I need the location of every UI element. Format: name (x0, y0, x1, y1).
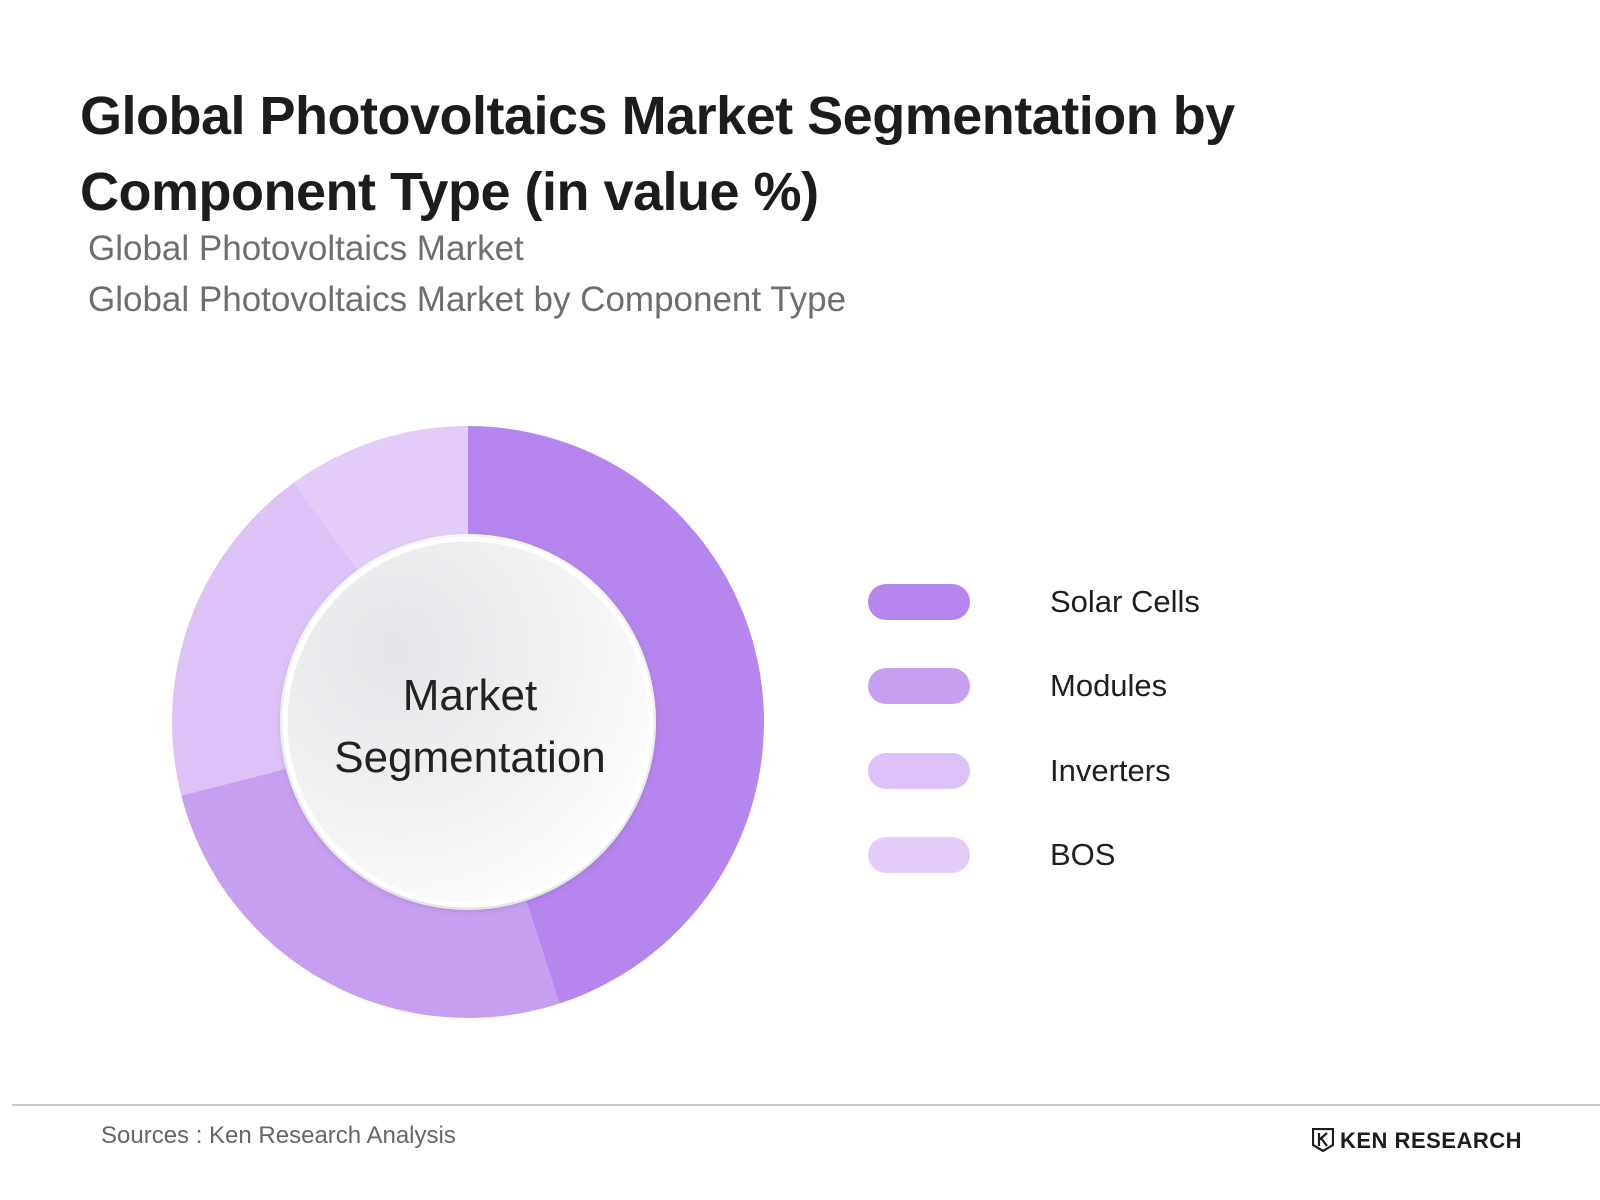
donut-chart (171, 426, 765, 1019)
legend-item-bos: BOS (868, 835, 1368, 875)
center-label-line-1: Market (402, 671, 538, 720)
chart-title: Global Photovoltaics Market Segmentation… (80, 86, 1235, 222)
legend-label-inverters: Inverters (1050, 753, 1171, 788)
chart-subtitle-2: Global Photovoltaics Market by Component… (88, 280, 847, 319)
legend-label-modules: Modules (1050, 668, 1168, 703)
legend-item-inverters: Inverters (868, 751, 1368, 791)
legend-label-bos: BOS (1050, 837, 1116, 872)
legend-swatch-inverters (868, 753, 970, 789)
donut-slice-inverters (171, 482, 358, 796)
chart-subtitle-1: Global Photovoltaics Market (88, 229, 524, 268)
brand-name: KEN RESEARCH (1340, 1128, 1523, 1153)
ken-research-logo-icon (1312, 1128, 1334, 1152)
donut-center-disc (282, 536, 654, 908)
sources-note: Sources : Ken Research Analysis (101, 1122, 456, 1149)
legend-item-solar-cells: Solar Cells (868, 582, 1368, 622)
legend-swatch-bos (868, 837, 970, 873)
brand-logo: KEN RESEARCH (1312, 1126, 1552, 1156)
footer-divider (12, 1104, 1600, 1106)
legend-item-modules: Modules (868, 666, 1368, 706)
donut-slice-bos (294, 426, 468, 570)
donut-slice-solar-cells (468, 426, 765, 1004)
donut-center-label: Market Segmentation (300, 665, 640, 789)
legend-swatch-solar-cells (868, 584, 970, 620)
legend-swatch-modules (868, 668, 970, 704)
center-label-line-2: Segmentation (334, 733, 606, 782)
donut-slice-modules (181, 768, 560, 1019)
legend-label-solar-cells: Solar Cells (1050, 584, 1200, 619)
